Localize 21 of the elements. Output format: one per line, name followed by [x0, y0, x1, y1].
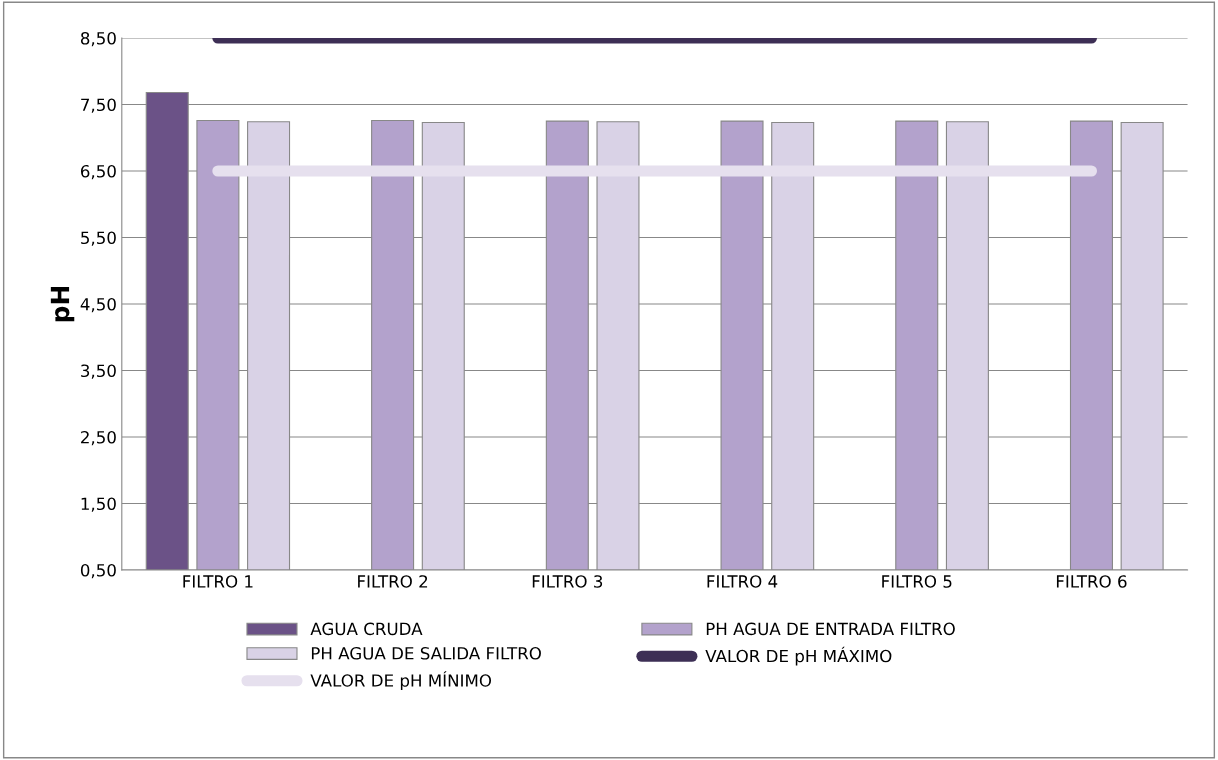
y-tick-label: 5,50: [81, 231, 116, 246]
x-tick-label: FILTRO 3: [532, 575, 603, 588]
y-tick-label: 7,50: [81, 98, 116, 113]
legend-label: PH AGUA DE ENTRADA FILTRO: [706, 622, 955, 636]
y-tick-label: 3,50: [81, 364, 116, 379]
y-tick-label: 6,50: [80, 164, 116, 180]
legend-label: PH AGUA DE SALIDA FILTRO: [311, 647, 541, 660]
y-tick-label: 0,50: [80, 563, 116, 579]
y-tick-label: 4,50: [80, 297, 116, 313]
x-tick-label: FILTRO 1: [183, 575, 253, 588]
legend-label: VALOR DE pH MÁXIMO: [705, 646, 892, 666]
y-axis-title: pH: [50, 286, 75, 322]
x-tick-label: FILTRO 4: [707, 575, 778, 588]
x-tick-label: FILTRO 2: [358, 575, 428, 588]
legend-label: VALOR DE pH MÍNIMO: [310, 671, 492, 691]
y-tick-label: 1,50: [81, 497, 116, 512]
y-tick-label: 8,50: [80, 31, 116, 47]
legend-label: AGUA CRUDA: [310, 622, 423, 636]
y-tick-label: 2,50: [81, 430, 116, 446]
x-tick-label: FILTRO 5: [882, 575, 952, 588]
x-tick-label: FILTRO 6: [1056, 575, 1127, 588]
